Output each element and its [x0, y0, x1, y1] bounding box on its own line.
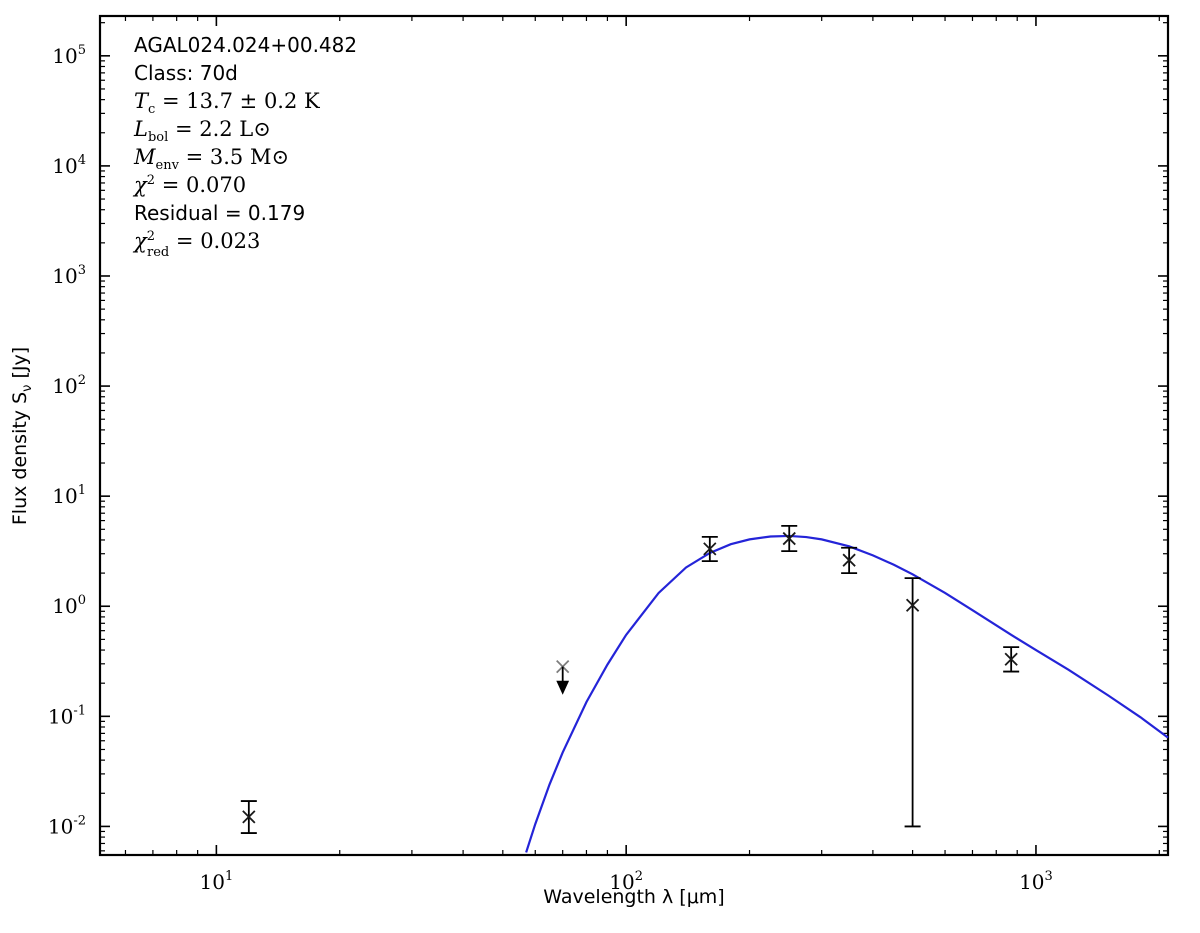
x-tick-label: 101 [200, 869, 234, 894]
x-tick-label: 102 [609, 869, 643, 894]
photometry-point [1003, 646, 1020, 673]
y-tick-label: 101 [52, 483, 86, 508]
photometry-point [701, 535, 718, 563]
axis-tick-labels: 101 102 103 10-2 10-1 100 101 102 103 104 105 [48, 43, 1053, 894]
svg-text:Wavelength λ [μm]: Wavelength λ [μm] [543, 886, 724, 908]
model-curve [525, 534, 1169, 853]
annot-temperature: Tc = 13.7 ± 0.2 K [134, 89, 320, 117]
y-axis-label-sub: ν [20, 385, 35, 392]
y-tick-label: 10-2 [48, 813, 86, 838]
x-axis-label: Wavelength λ [μm] [543, 886, 724, 908]
y-tick-label: 104 [52, 153, 86, 178]
y-tick-label: 102 [52, 373, 86, 398]
greybody-model-line [525, 534, 1169, 853]
photometry-point [841, 546, 858, 575]
y-axis-label-unit: [Jy] [9, 347, 31, 385]
data-points [240, 524, 1020, 834]
y-axis-label-text: Flux density S [9, 392, 31, 525]
y-tick-label: 100 [52, 593, 86, 618]
y-tick-label: 105 [52, 43, 86, 68]
x-axis-label-text: Wavelength λ [μm] [543, 886, 724, 908]
annot-chi-squared: χ2 = 0.070 [132, 173, 246, 197]
annot-chi-squared-reduced: χ2 red = 0.023 [132, 229, 260, 260]
upper-limit-point [556, 659, 570, 695]
axis-ticks [100, 16, 1168, 855]
annot-class: Class: 70d [134, 61, 238, 85]
photometry-point [781, 524, 798, 552]
annotation-block: AGAL024.024+00.482 Class: 70d Tc = 13.7 … [132, 33, 357, 260]
x-tick-label: 103 [1019, 869, 1053, 894]
photometry-point [240, 800, 257, 834]
y-tick-label: 10-1 [48, 703, 86, 728]
annot-residual: Residual = 0.179 [134, 201, 305, 225]
annot-source-name: AGAL024.024+00.482 [134, 33, 357, 57]
y-axis-label: Flux density Sν [Jy] [9, 347, 35, 525]
annot-envelope-mass: Menv = 3.5 M⊙ [133, 145, 289, 173]
plot-border [98, 14, 1170, 857]
photometry-point [904, 577, 921, 828]
y-tick-label: 103 [52, 263, 86, 288]
plot-frame [98, 14, 1170, 857]
svg-text:Flux density Sν [Jy]: Flux density Sν [Jy] [9, 347, 35, 525]
annot-luminosity: Lbol = 2.2 L⊙ [133, 117, 271, 145]
